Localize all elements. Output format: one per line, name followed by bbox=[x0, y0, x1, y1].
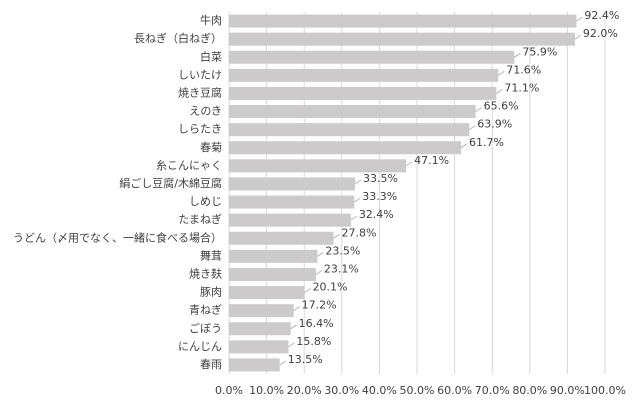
bar bbox=[229, 141, 461, 155]
leader-line bbox=[514, 52, 521, 58]
y-tick-label: 絹ごし豆腐/木綿豆腐 bbox=[119, 176, 222, 190]
y-tick-label: 糸こんにゃく bbox=[156, 159, 222, 172]
bar bbox=[229, 14, 577, 28]
x-tick-label: 20.0% bbox=[287, 384, 322, 397]
bar bbox=[229, 68, 499, 82]
leader-line bbox=[293, 306, 300, 311]
y-tick-label: 焼き麸 bbox=[189, 267, 222, 280]
bar bbox=[229, 249, 318, 263]
bar bbox=[229, 358, 280, 372]
bar bbox=[229, 32, 575, 46]
value-label: 61.7% bbox=[469, 136, 504, 149]
value-label: 23.5% bbox=[325, 244, 360, 257]
y-tick-label: 長ねぎ（白ねぎ） bbox=[134, 31, 222, 45]
y-tick-label: うどん（〆用でなく、一緒に食べる場合） bbox=[13, 230, 222, 244]
bar bbox=[229, 286, 305, 300]
leader-line bbox=[290, 324, 297, 330]
y-tick-label: 豚肉 bbox=[200, 286, 222, 299]
leader-line bbox=[475, 107, 482, 112]
y-tick-label: 舞茸 bbox=[200, 249, 222, 262]
x-tick-label: 100.0% bbox=[584, 384, 626, 397]
leader-line bbox=[574, 34, 582, 40]
value-label: 47.1% bbox=[414, 154, 449, 167]
value-label: 71.6% bbox=[506, 63, 541, 76]
value-label: 33.3% bbox=[362, 190, 397, 203]
value-label: 75.9% bbox=[522, 45, 557, 58]
value-label: 17.2% bbox=[302, 299, 337, 312]
value-label: 65.6% bbox=[484, 100, 519, 113]
y-tick-label: たまねぎ bbox=[178, 212, 222, 226]
x-tick-label: 90.0% bbox=[550, 384, 585, 397]
bar bbox=[229, 267, 316, 281]
leader-line bbox=[304, 288, 311, 293]
x-tick-label: 40.0% bbox=[362, 384, 397, 397]
value-label: 27.8% bbox=[342, 226, 377, 239]
leader-line bbox=[333, 233, 340, 239]
y-tick-label: 白菜 bbox=[200, 49, 222, 63]
y-tick-label: 青ねぎ bbox=[189, 303, 222, 317]
value-label: 20.1% bbox=[313, 281, 348, 294]
value-label: 23.1% bbox=[324, 262, 359, 275]
bar bbox=[229, 105, 476, 119]
leader-line bbox=[405, 161, 413, 167]
y-tick-label: 牛肉 bbox=[200, 13, 222, 27]
y-tick-label: しらたき bbox=[178, 123, 222, 136]
y-tick-label: 焼き豆腐 bbox=[178, 85, 222, 99]
leader-line bbox=[353, 197, 361, 203]
y-tick-label: しめじ bbox=[189, 195, 222, 208]
bar bbox=[229, 304, 294, 318]
x-tick-label: 30.0% bbox=[324, 384, 359, 397]
leader-line bbox=[350, 215, 358, 221]
leader-line bbox=[576, 16, 583, 22]
y-tick-label: 春菊 bbox=[200, 141, 222, 154]
value-label: 92.0% bbox=[583, 27, 618, 40]
leader-line bbox=[288, 342, 295, 348]
y-tick-label: えのき bbox=[189, 105, 222, 118]
value-label: 16.4% bbox=[299, 317, 334, 330]
leader-line bbox=[279, 360, 286, 366]
bar bbox=[229, 86, 497, 100]
bar bbox=[229, 159, 407, 173]
value-label: 13.5% bbox=[288, 353, 323, 366]
leader-line bbox=[317, 252, 324, 257]
leader-line bbox=[469, 125, 476, 130]
leader-line bbox=[460, 143, 468, 149]
bar bbox=[229, 50, 515, 64]
x-tick-label: 0.0% bbox=[215, 384, 243, 397]
leader-line bbox=[496, 89, 503, 94]
x-tick-label: 10.0% bbox=[249, 384, 284, 397]
leader-line bbox=[497, 71, 505, 76]
y-tick-label: 春雨 bbox=[200, 358, 222, 371]
value-label: 32.4% bbox=[359, 208, 394, 221]
bar bbox=[229, 123, 470, 137]
bar bbox=[229, 177, 355, 191]
x-tick-label: 50.0% bbox=[400, 384, 435, 397]
leader-line bbox=[315, 270, 323, 275]
x-tick-label: 80.0% bbox=[512, 384, 547, 397]
bar bbox=[229, 213, 351, 227]
bar bbox=[229, 322, 291, 336]
x-tick-label: 60.0% bbox=[437, 384, 472, 397]
bar bbox=[229, 340, 289, 354]
y-tick-label: にんじん bbox=[178, 340, 222, 353]
y-tick-label: しいたけ bbox=[178, 68, 222, 81]
value-label: 15.8% bbox=[296, 335, 331, 348]
value-label: 71.1% bbox=[504, 81, 539, 94]
y-tick-label: ごぼう bbox=[189, 321, 222, 335]
x-tick-label: 70.0% bbox=[475, 384, 510, 397]
value-label: 92.4% bbox=[584, 9, 619, 22]
value-label: 63.9% bbox=[477, 118, 512, 131]
value-label: 33.5% bbox=[363, 172, 398, 185]
bar bbox=[229, 231, 334, 245]
bar bbox=[229, 195, 355, 209]
leader-line bbox=[354, 179, 362, 185]
